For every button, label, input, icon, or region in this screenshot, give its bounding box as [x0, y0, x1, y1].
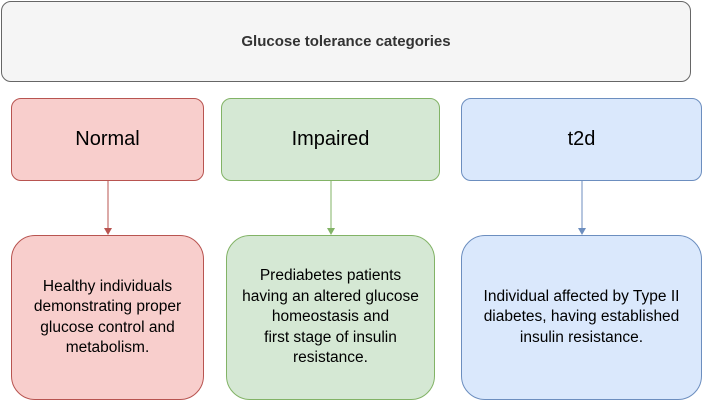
- category-box-t2d: t2d: [461, 98, 702, 181]
- arrow-impaired: [327, 181, 335, 235]
- category-box-impaired: Impaired: [221, 98, 440, 181]
- description-box-normal: Healthy individuals demonstrating proper…: [11, 235, 204, 400]
- arrow-normal: [104, 181, 112, 235]
- category-box-normal: Normal: [11, 98, 204, 181]
- diagram-title: Glucose tolerance categories: [1, 1, 691, 82]
- arrow-t2d: [578, 181, 586, 235]
- description-box-t2d: Individual affected by Type II diabetes,…: [461, 235, 702, 400]
- description-box-impaired: Prediabetes patients having an altered g…: [226, 235, 435, 400]
